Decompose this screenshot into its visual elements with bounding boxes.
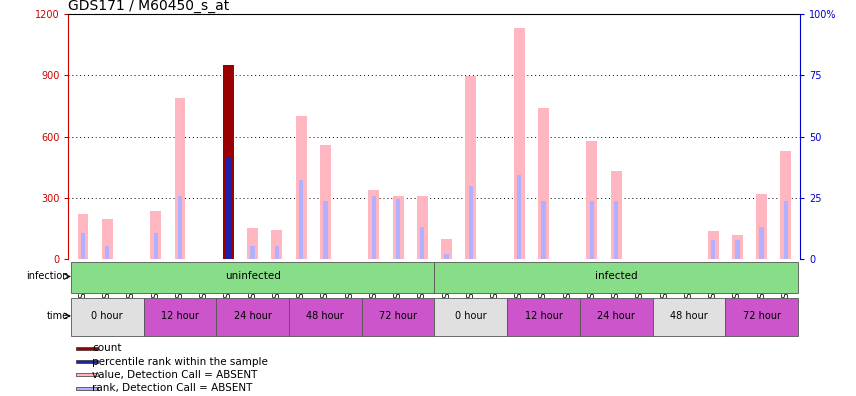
Text: 72 hour: 72 hour (743, 311, 781, 321)
Text: 0 hour: 0 hour (92, 311, 123, 321)
Bar (434, 262, 798, 293)
Text: 12 hour: 12 hour (525, 311, 562, 321)
Bar (759, 227, 764, 259)
Bar (468, 186, 473, 259)
Bar (711, 240, 716, 259)
Bar (71, 298, 144, 337)
Bar (251, 246, 255, 259)
Text: 24 hour: 24 hour (597, 311, 635, 321)
Bar (217, 298, 289, 337)
Bar (756, 194, 767, 259)
Bar (275, 246, 279, 259)
Bar (614, 201, 618, 259)
Bar (781, 151, 791, 259)
Bar (441, 239, 452, 259)
Bar (434, 298, 507, 337)
Text: uninfected: uninfected (225, 272, 281, 282)
Bar (652, 298, 725, 337)
Bar (417, 196, 428, 259)
Text: 48 hour: 48 hour (306, 311, 344, 321)
Bar (580, 298, 652, 337)
Bar (299, 180, 303, 259)
Bar (151, 211, 161, 259)
Bar (153, 233, 158, 259)
Text: rank, Detection Call = ABSENT: rank, Detection Call = ABSENT (92, 383, 253, 393)
Bar (507, 298, 580, 337)
Bar (247, 228, 259, 259)
Bar (395, 199, 401, 259)
Bar (466, 76, 476, 259)
Text: 12 hour: 12 hour (161, 311, 199, 321)
Bar (223, 65, 234, 259)
Bar (271, 230, 282, 259)
Bar (76, 373, 98, 377)
Bar (420, 227, 425, 259)
Text: value, Detection Call = ABSENT: value, Detection Call = ABSENT (92, 370, 258, 380)
Bar (324, 201, 328, 259)
Bar (226, 157, 230, 259)
Bar (725, 298, 798, 337)
Text: infected: infected (595, 272, 638, 282)
Bar (76, 387, 98, 390)
Bar (590, 201, 594, 259)
Bar (783, 201, 788, 259)
Bar (76, 347, 98, 350)
Bar (514, 28, 525, 259)
Bar (320, 145, 330, 259)
Bar (175, 98, 186, 259)
Bar (393, 196, 403, 259)
Bar (144, 298, 217, 337)
Text: count: count (92, 343, 122, 353)
Bar (732, 235, 743, 259)
Text: 0 hour: 0 hour (455, 311, 486, 321)
Bar (368, 190, 379, 259)
Text: 72 hour: 72 hour (379, 311, 417, 321)
Bar (538, 108, 549, 259)
Bar (295, 116, 306, 259)
Text: GDS171 / M60450_s_at: GDS171 / M60450_s_at (68, 0, 229, 13)
Bar (362, 298, 434, 337)
Bar (178, 196, 182, 259)
Text: 24 hour: 24 hour (234, 311, 271, 321)
Bar (517, 175, 521, 259)
Bar (102, 219, 113, 259)
Text: time: time (46, 311, 68, 321)
Bar (71, 262, 434, 293)
Text: infection: infection (27, 272, 68, 282)
Bar (735, 240, 740, 259)
Text: percentile rank within the sample: percentile rank within the sample (92, 356, 268, 367)
Bar (444, 254, 449, 259)
Bar (80, 233, 86, 259)
Bar (372, 196, 376, 259)
Bar (78, 214, 88, 259)
Bar (708, 231, 718, 259)
Bar (105, 246, 110, 259)
Bar (541, 201, 545, 259)
Bar (586, 141, 597, 259)
Bar (76, 360, 98, 363)
Text: 48 hour: 48 hour (670, 311, 708, 321)
Bar (289, 298, 362, 337)
Bar (610, 171, 621, 259)
